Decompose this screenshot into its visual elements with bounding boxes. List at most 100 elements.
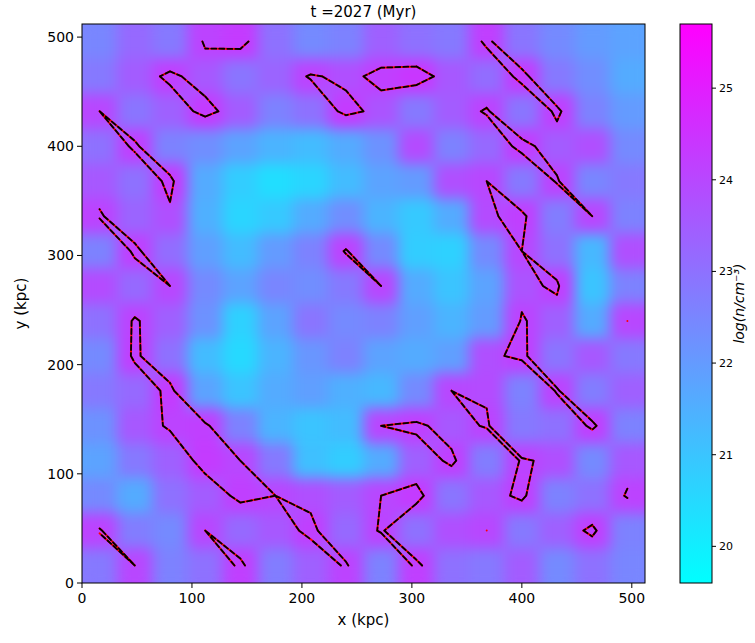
cell	[575, 94, 611, 130]
cell	[223, 24, 259, 60]
cell	[575, 373, 611, 409]
cell	[293, 408, 329, 444]
cell	[293, 338, 329, 374]
cell	[258, 59, 294, 95]
cell	[188, 59, 224, 95]
chart: 01002003004005000100200300400500t =2027 …	[0, 0, 755, 643]
cell	[82, 129, 118, 165]
cell	[399, 199, 435, 235]
cell	[328, 443, 364, 479]
cell	[469, 443, 505, 479]
cell	[399, 24, 435, 60]
cell	[399, 59, 435, 95]
cell	[399, 164, 435, 200]
cell	[152, 548, 188, 583]
cell	[434, 548, 470, 583]
cell	[575, 513, 611, 549]
cell	[364, 129, 400, 165]
cell	[364, 94, 400, 130]
cell	[364, 199, 400, 235]
cell	[82, 304, 118, 340]
cell	[434, 304, 470, 340]
cell	[258, 129, 294, 165]
cell	[364, 548, 400, 583]
cell	[575, 164, 611, 200]
cell	[223, 548, 259, 583]
cell	[188, 373, 224, 409]
cell	[399, 513, 435, 549]
cell	[504, 94, 540, 130]
cell	[504, 373, 540, 409]
cell	[539, 478, 575, 514]
cell	[328, 164, 364, 200]
cell	[117, 199, 153, 235]
cell	[188, 24, 224, 60]
cell	[539, 408, 575, 444]
cell	[82, 373, 118, 409]
cell	[434, 513, 470, 549]
cell	[223, 199, 259, 235]
cell	[434, 59, 470, 95]
cell	[328, 478, 364, 514]
cell	[364, 513, 400, 549]
cell	[117, 338, 153, 374]
colorbar-tick	[712, 546, 716, 547]
cell	[223, 513, 259, 549]
cell	[258, 373, 294, 409]
cell	[610, 234, 645, 270]
cell	[575, 443, 611, 479]
contour	[100, 42, 628, 566]
cell	[258, 443, 294, 479]
colorbar-tick-label: 25	[719, 82, 733, 95]
cell	[610, 94, 645, 130]
cell	[188, 199, 224, 235]
cell	[610, 199, 645, 235]
cell	[188, 304, 224, 340]
x-tick	[191, 583, 192, 588]
cell	[610, 24, 645, 60]
cell	[610, 129, 645, 165]
cell	[469, 129, 505, 165]
cell	[152, 24, 188, 60]
cell	[434, 234, 470, 270]
cell	[575, 269, 611, 305]
cell	[328, 304, 364, 340]
cell	[82, 164, 118, 200]
cell	[258, 269, 294, 305]
cell	[364, 373, 400, 409]
cell	[328, 59, 364, 95]
cell	[223, 373, 259, 409]
x-tick	[521, 583, 522, 588]
colorbar-tick-label: 24	[719, 174, 733, 187]
cell	[258, 408, 294, 444]
cell	[293, 304, 329, 340]
cell	[152, 164, 188, 200]
cell	[469, 304, 505, 340]
cell	[399, 234, 435, 270]
cell	[223, 94, 259, 130]
cell	[434, 269, 470, 305]
cell	[223, 234, 259, 270]
cell	[364, 24, 400, 60]
cell	[188, 129, 224, 165]
y-tick-label: 500	[47, 29, 74, 45]
cell	[223, 304, 259, 340]
cell	[504, 304, 540, 340]
cell	[82, 548, 118, 583]
x-tick-label: 100	[179, 590, 206, 606]
cell	[434, 24, 470, 60]
cell	[117, 94, 153, 130]
cell	[152, 304, 188, 340]
cell	[258, 513, 294, 549]
cell	[469, 24, 505, 60]
cell	[364, 234, 400, 270]
cell	[539, 24, 575, 60]
cell	[469, 373, 505, 409]
cell	[504, 408, 540, 444]
cell	[152, 408, 188, 444]
cell	[82, 443, 118, 479]
cell	[188, 478, 224, 514]
cell	[328, 408, 364, 444]
cell	[293, 478, 329, 514]
contour	[100, 42, 628, 566]
